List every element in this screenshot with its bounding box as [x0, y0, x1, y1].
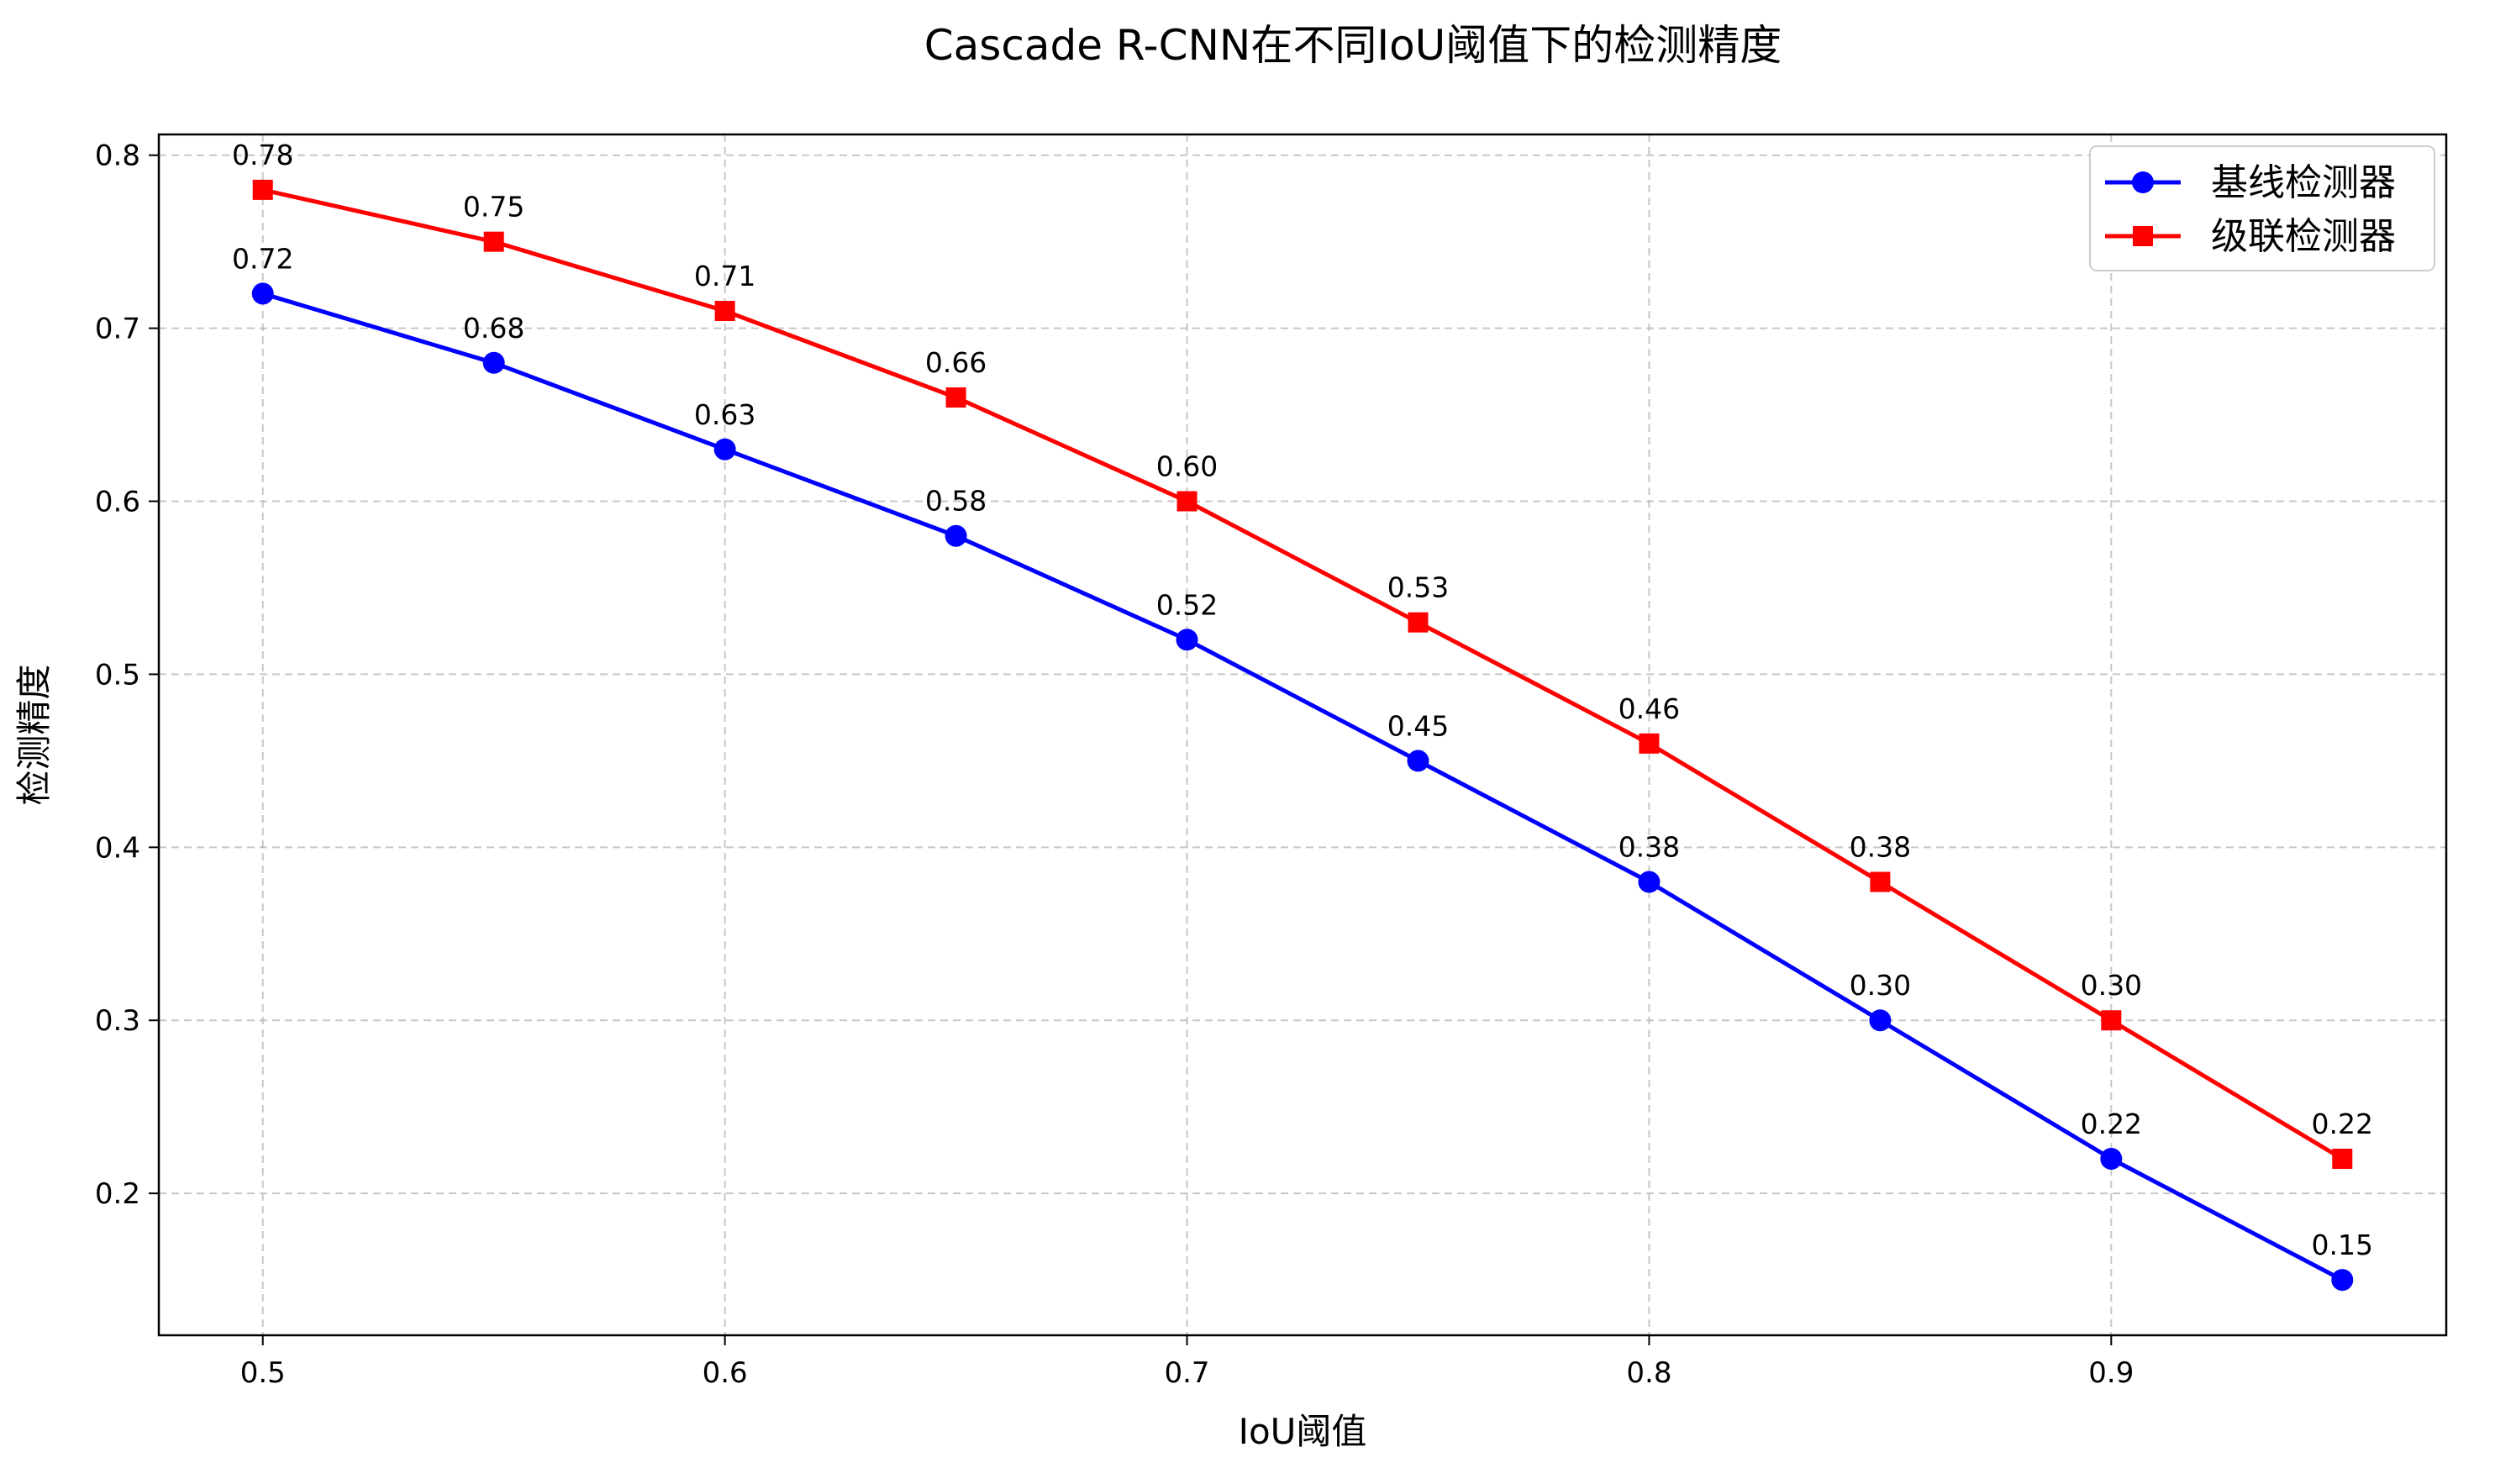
- y-tick-label: 0.5: [95, 658, 140, 692]
- data-label: 0.22: [2312, 1108, 2373, 1140]
- y-tick-label: 0.6: [95, 486, 140, 519]
- x-tick-label: 0.7: [1164, 1356, 1209, 1390]
- chart-title: Cascade R-CNN在不同IoU阈值下的检测精度: [924, 21, 1782, 70]
- data-label: 0.15: [2312, 1229, 2373, 1261]
- legend-box: [2089, 145, 2435, 271]
- data-point-square: [2332, 1148, 2353, 1169]
- x-tick-label: 0.6: [703, 1356, 748, 1390]
- data-point-square: [1870, 871, 1891, 892]
- data-label: 0.45: [1387, 709, 1449, 742]
- data-label: 0.46: [1619, 692, 1680, 725]
- data-label: 0.22: [2081, 1108, 2142, 1140]
- data-point-circle: [1407, 750, 1429, 772]
- data-label: 0.60: [1156, 450, 1218, 483]
- x-tick-label: 0.8: [1626, 1356, 1671, 1390]
- ticks-layer: 0.5 0.6 0.7 0.8 0.9 0.2 0.3 0.4 0.5 0.6 0.7 0.8: [95, 139, 2134, 1390]
- data-point-circle: [945, 524, 967, 547]
- data-label: 0.30: [2081, 969, 2142, 1002]
- data-point-circle: [1638, 871, 1661, 893]
- data-point-circle: [251, 282, 274, 305]
- data-point-circle: [2100, 1147, 2123, 1170]
- data-point-square: [945, 387, 966, 408]
- legend-label: 级联检测器: [2211, 215, 2396, 258]
- legend-marker-square: [2133, 226, 2153, 246]
- y-tick-label: 0.3: [95, 1004, 140, 1038]
- y-tick-label: 0.7: [95, 313, 140, 346]
- data-labels-layer: 0.72 0.68 0.63 0.58 0.52 0.45 0.38 0.30 0.22 0.15…: [232, 139, 2373, 1261]
- legend-marker-circle: [2132, 171, 2154, 193]
- y-tick-label: 0.8: [95, 139, 140, 173]
- data-label: 0.53: [1387, 571, 1449, 604]
- y-tick-label: 0.2: [95, 1177, 140, 1211]
- legend-label: 基线检测器: [2211, 161, 2396, 204]
- data-point-circle: [1869, 1009, 1892, 1032]
- data-label: 0.30: [1850, 969, 1911, 1002]
- plot-frame: [157, 133, 2448, 1337]
- series-layer: [251, 179, 2354, 1292]
- data-label: 0.75: [463, 191, 524, 224]
- data-point-circle: [482, 351, 505, 374]
- data-label: 0.38: [1850, 831, 1911, 864]
- grid-layer: [159, 134, 2446, 1335]
- data-label: 0.68: [463, 312, 524, 345]
- y-tick-label: 0.4: [95, 831, 140, 865]
- series-line-2: [261, 187, 2345, 1161]
- data-label: 0.72: [232, 242, 293, 275]
- data-point-circle: [2331, 1269, 2354, 1292]
- y-axis-title: 检测精度: [13, 664, 55, 805]
- data-label: 0.71: [694, 260, 755, 292]
- x-tick-label: 0.9: [2088, 1356, 2134, 1390]
- x-axis-title: IoU阈值: [1239, 1411, 1367, 1452]
- data-label: 0.63: [694, 398, 755, 431]
- x-tick-label: 0.5: [240, 1356, 286, 1390]
- data-label: 0.66: [925, 346, 987, 379]
- data-label: 0.52: [1156, 588, 1218, 621]
- data-point-square: [1176, 491, 1197, 512]
- data-label: 0.58: [925, 485, 987, 518]
- data-point-square: [483, 231, 504, 252]
- data-label: 0.78: [232, 139, 293, 171]
- data-point-square: [1639, 733, 1660, 754]
- data-label: 0.38: [1619, 831, 1680, 864]
- data-point-square: [1408, 612, 1429, 633]
- data-point-square: [2101, 1010, 2122, 1031]
- series-line-1: [261, 291, 2345, 1282]
- data-point-circle: [1176, 629, 1198, 651]
- data-point-square: [714, 301, 735, 322]
- data-point-circle: [713, 438, 736, 460]
- data-point-square: [252, 179, 273, 200]
